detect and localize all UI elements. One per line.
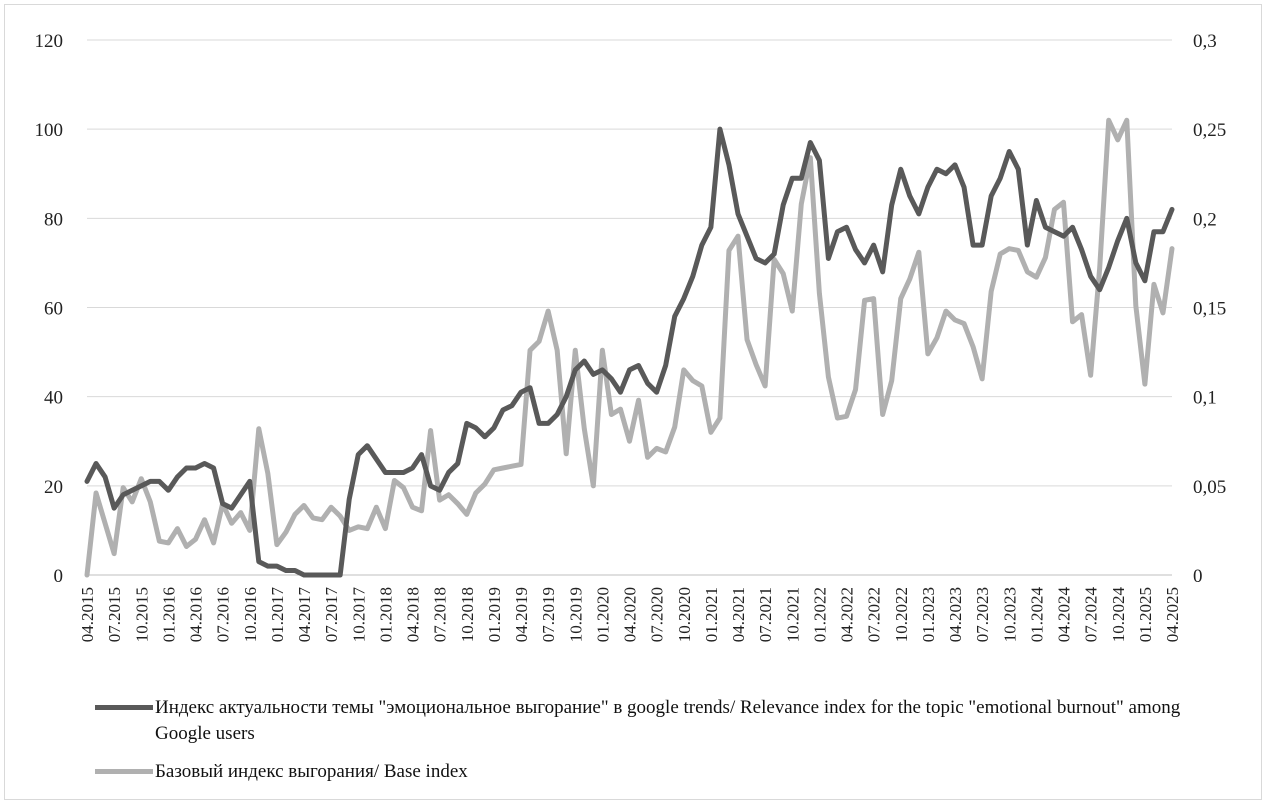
x-tick-label: 04.2017: [295, 587, 314, 643]
x-tick-label: 04.2018: [404, 587, 423, 642]
x-tick-label: 04.2020: [621, 587, 640, 642]
x-tick-label: 04.2024: [1055, 587, 1074, 643]
x-tick-label: 01.2024: [1027, 587, 1046, 643]
left-tick-label: 60: [44, 299, 63, 320]
x-tick-label: 04.2021: [729, 587, 748, 642]
right-axis-ticks: 0 0,05 0,1 0,15 0,2 0,25 0,3: [1193, 31, 1226, 587]
left-axis-ticks: 0 20 40 60 80 100 120: [35, 31, 64, 587]
right-tick-label: 0: [1193, 566, 1203, 587]
x-tick-label: 04.2019: [512, 587, 531, 642]
x-tick-label: 01.2023: [919, 587, 938, 642]
right-tick-label: 0,1: [1193, 388, 1217, 409]
line-chart: 0 20 40 60 80 100 120 0 0,05 0,1 0,15 0,2 0,25 0,3 0…: [35, 31, 1227, 643]
x-tick-label: 01.2017: [268, 587, 287, 643]
x-tick-label: 04.2015: [78, 587, 97, 642]
left-tick-label: 20: [44, 477, 63, 498]
x-tick-label: 01.2019: [485, 587, 504, 642]
x-tick-label: 10.2023: [1000, 587, 1019, 642]
chart-frame: 0 20 40 60 80 100 120 0 0,05 0,1 0,15 0,2 0,25 0,3 0…: [4, 4, 1262, 800]
left-tick-label: 80: [44, 209, 63, 230]
legend-label-base-index: Базовый индекс выгорания/ Base index: [155, 761, 468, 782]
x-tick-label: 01.2016: [159, 587, 178, 642]
x-tick-label: 01.2025: [1136, 587, 1155, 642]
x-tick-label: 10.2020: [675, 587, 694, 642]
x-tick-label: 10.2024: [1109, 587, 1128, 643]
x-tick-label: 10.2019: [566, 587, 585, 642]
x-tick-label: 07.2019: [539, 587, 558, 642]
legend: Индекс актуальности темы "эмоциональное …: [95, 695, 1185, 785]
x-tick-label: 10.2018: [458, 587, 477, 642]
right-tick-label: 0,2: [1193, 209, 1217, 230]
left-tick-label: 100: [35, 120, 64, 141]
x-tick-label: 04.2025: [1163, 587, 1182, 642]
x-tick-label: 07.2016: [214, 587, 233, 642]
x-tick-label: 01.2021: [702, 587, 721, 642]
x-tick-label: 07.2015: [105, 587, 124, 642]
x-tick-label: 07.2017: [322, 587, 341, 643]
x-tick-label: 10.2015: [132, 587, 151, 642]
legend-swatch-relevance-index: [95, 705, 153, 710]
x-tick-label: 04.2023: [946, 587, 965, 642]
x-tick-label: 10.2021: [783, 587, 802, 642]
series-line-base-index: [84, 117, 1175, 578]
x-tick-label: 07.2022: [865, 587, 884, 642]
x-tick-label: 04.2022: [838, 587, 857, 642]
series-line-relevance-index: [84, 126, 1175, 578]
series-layer: [84, 117, 1175, 578]
x-tick-label: 10.2017: [349, 587, 368, 643]
x-tick-label: 07.2020: [648, 587, 667, 642]
x-tick-label: 07.2018: [431, 587, 450, 642]
x-tick-label: 07.2024: [1082, 587, 1101, 643]
legend-item-relevance-index: Индекс актуальности темы "эмоциональное …: [95, 695, 1185, 747]
right-tick-label: 0,25: [1193, 120, 1226, 141]
x-tick-label: 01.2020: [593, 587, 612, 642]
legend-item-base-index: Базовый индекс выгорания/ Base index: [95, 759, 1185, 785]
x-tick-label: 07.2023: [973, 587, 992, 642]
x-axis-ticks: 04.2015 07.2015 10.2015 01.2016 04.2016 07.20…: [78, 587, 1182, 643]
x-tick-label: 01.2018: [376, 587, 395, 642]
right-tick-label: 0,05: [1193, 477, 1226, 498]
x-tick-label: 10.2016: [241, 587, 260, 642]
legend-swatch-base-index: [95, 769, 153, 774]
left-tick-label: 40: [44, 388, 63, 409]
x-tick-label: 07.2021: [756, 587, 775, 642]
right-tick-label: 0,3: [1193, 31, 1217, 52]
right-tick-label: 0,15: [1193, 299, 1226, 320]
left-tick-label: 0: [54, 566, 64, 587]
legend-label-relevance-index: Индекс актуальности темы "эмоциональное …: [155, 697, 1181, 744]
x-tick-label: 04.2016: [187, 587, 206, 642]
x-tick-label: 10.2022: [892, 587, 911, 642]
left-tick-label: 120: [35, 31, 64, 52]
x-tick-label: 01.2022: [810, 587, 829, 642]
